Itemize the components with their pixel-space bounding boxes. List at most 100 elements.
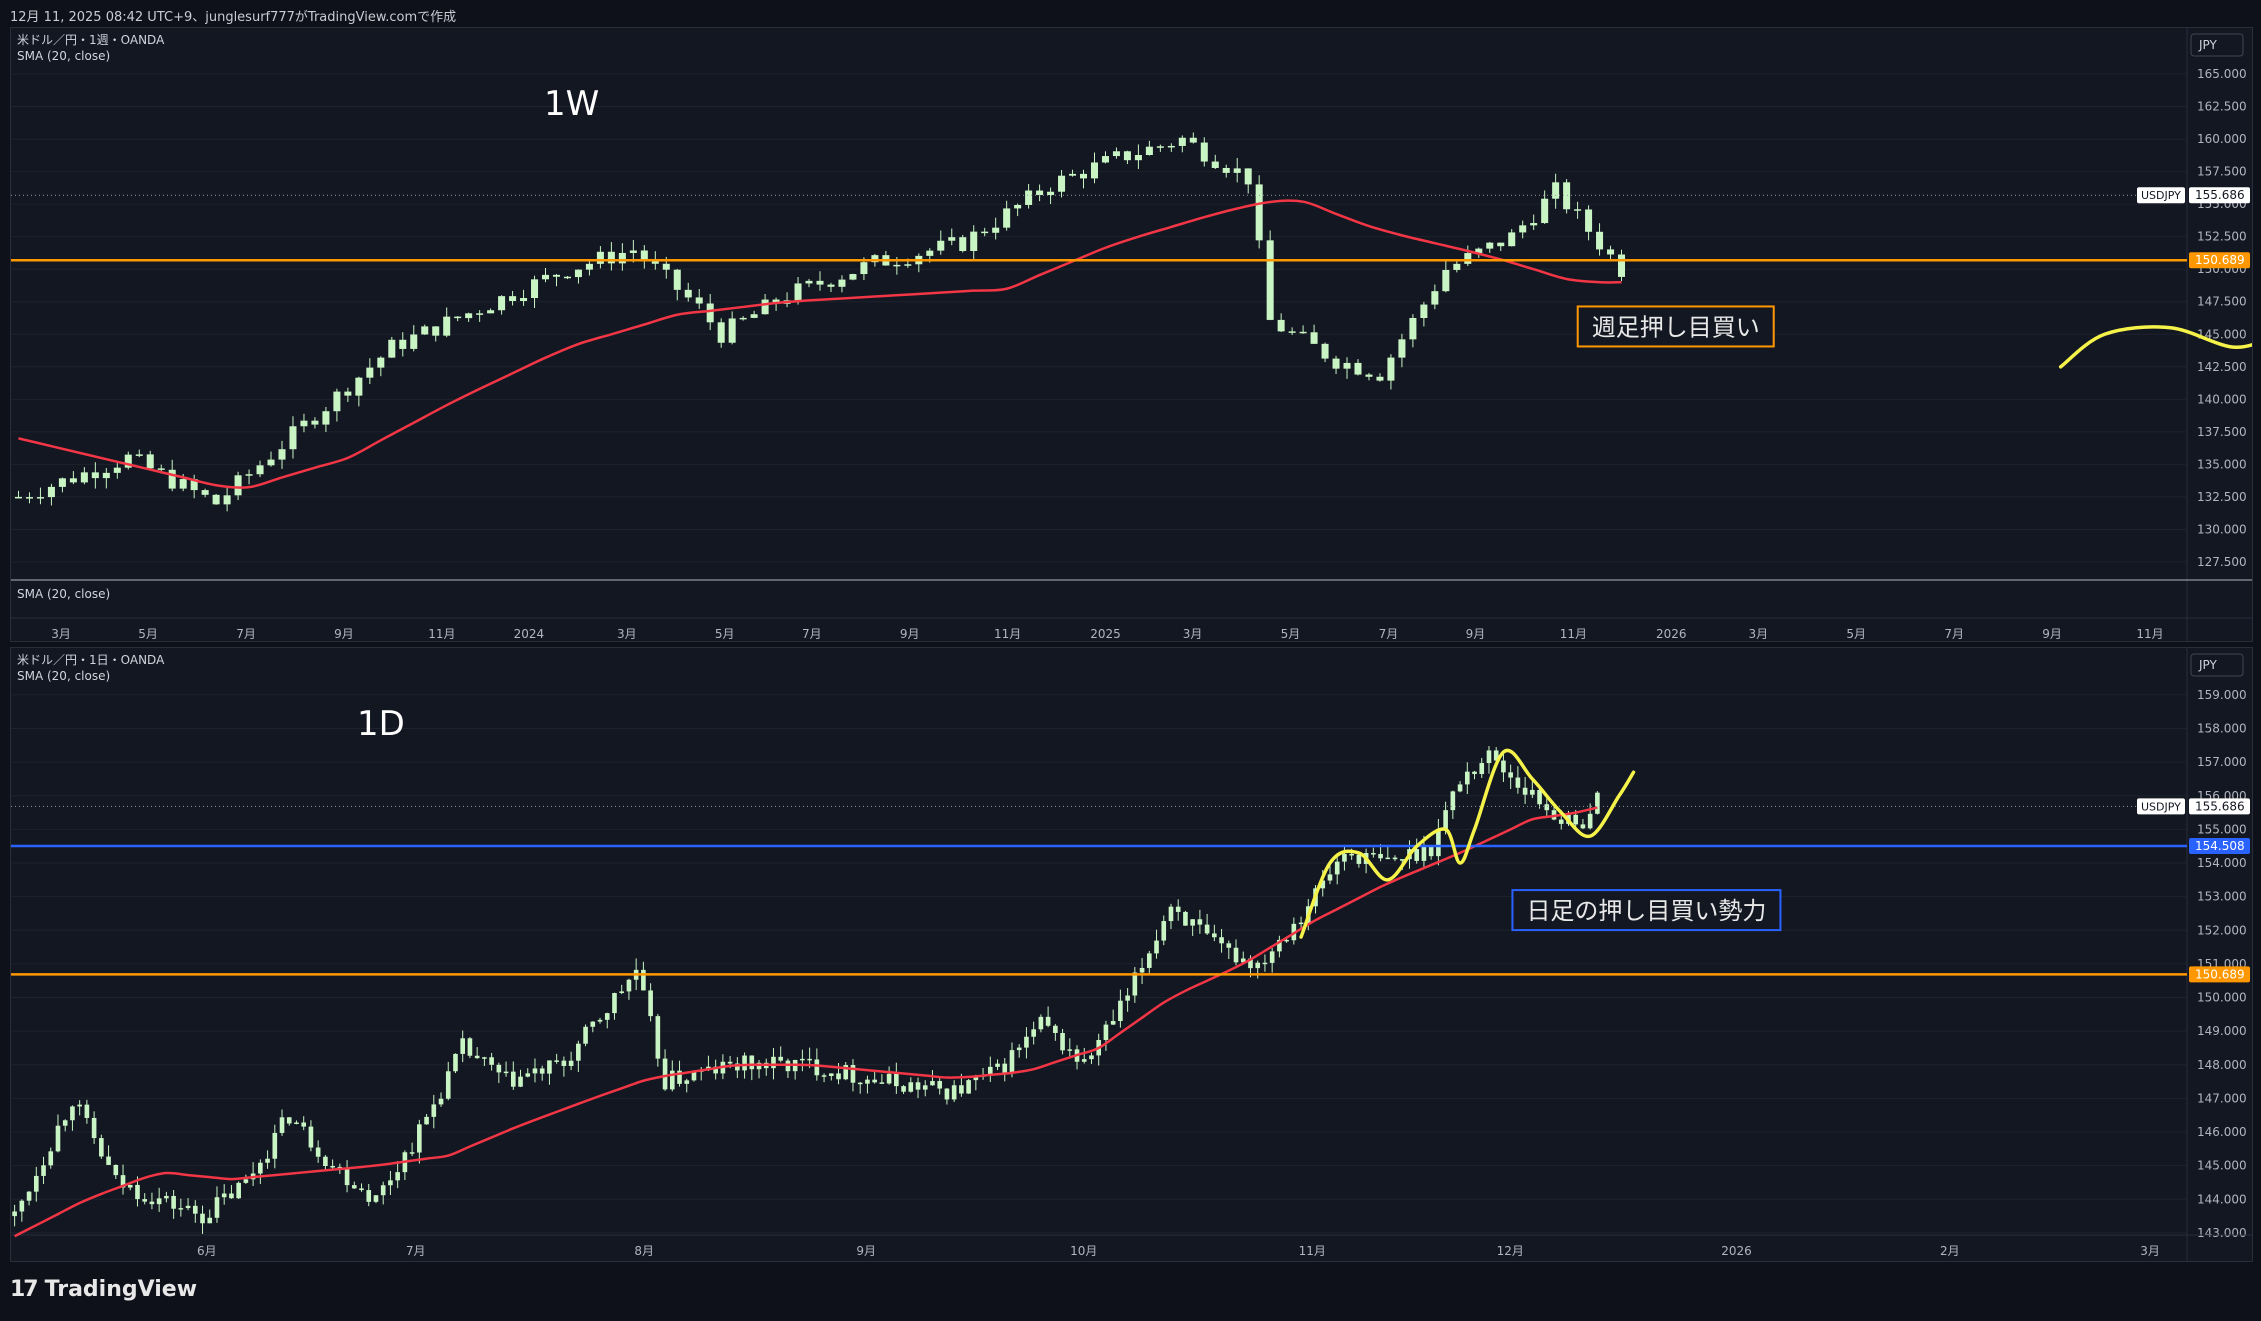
candle-body (417, 1124, 422, 1153)
candle-body (1156, 146, 1164, 148)
candle-body (973, 1076, 979, 1081)
candle-body (520, 298, 528, 301)
candle-body (1003, 208, 1011, 228)
candle-body (214, 1197, 220, 1218)
symbol-legend[interactable]: 米ドル／円・1週・OANDA (17, 33, 165, 47)
x-tick-label: 2026 (1656, 627, 1687, 641)
candle-body (1118, 1000, 1123, 1022)
candle-body (1067, 1049, 1073, 1051)
candle-body (607, 251, 615, 264)
symbol-legend[interactable]: 米ドル／円・1日・OANDA (17, 653, 165, 667)
snapshot-header: 12月 11, 2025 08:42 UTC+9、junglesurf777がT… (0, 0, 2261, 26)
candle-body (294, 1122, 299, 1125)
candle-body (1219, 937, 1224, 944)
candle-body (872, 1079, 877, 1083)
candle-body (359, 1188, 364, 1191)
weekly-chart-pane[interactable]: 165.000 162.500 160.000 157.500 155.000 152.5… (10, 27, 2261, 642)
candle-body (1486, 750, 1492, 764)
x-tick-label: 7月 (406, 1244, 426, 1258)
x-tick-label: 11月 (2136, 627, 2163, 641)
candle-body (388, 1180, 393, 1186)
sub-indicator-legend[interactable]: SMA (20, close) (17, 587, 110, 601)
candle-body (1031, 1029, 1036, 1037)
symbol-badge (2137, 798, 2185, 815)
daily-chart-pane[interactable]: 159.000 158.000 157.000 156.000 155.000 154.0… (10, 647, 2253, 1262)
candle-body (640, 250, 648, 262)
candle-body (146, 454, 154, 469)
candle-body (1365, 374, 1373, 377)
candle-body (201, 490, 209, 495)
candle-body (1541, 198, 1549, 224)
candle-body (380, 1185, 386, 1196)
trend-trace-line[interactable] (2058, 184, 2261, 369)
currency-button[interactable] (2190, 33, 2244, 57)
weekly-chart-svg[interactable]: 165.000162.500160.000157.500155.000152.5… (11, 28, 2261, 641)
candle-body (278, 449, 286, 460)
candle-body (563, 276, 571, 279)
x-tick-label: 9月 (334, 627, 354, 641)
y-tick-label: 154.000 (2197, 856, 2247, 870)
trend-trace-line[interactable] (1299, 748, 1636, 939)
candle-body (1262, 962, 1268, 965)
tradingview-logo[interactable]: 17 TradingView (10, 1277, 197, 1302)
currency-button[interactable] (2190, 653, 2244, 677)
candle-body (1025, 190, 1033, 205)
candle-body (574, 269, 582, 278)
candle-body (1349, 853, 1354, 856)
candle-body (265, 1158, 270, 1163)
candle-body (1464, 253, 1472, 264)
indicator-legend[interactable]: SMA (20, close) (17, 49, 110, 63)
x-tick-label: 5月 (1846, 627, 1866, 641)
candle-body (1475, 248, 1483, 254)
candle-body (1081, 1059, 1087, 1062)
candle-body (1009, 1050, 1015, 1073)
y-tick-label: 143.000 (2197, 1226, 2247, 1240)
candle-body (838, 279, 846, 287)
candle-body (113, 1164, 119, 1176)
y-tick-label: 145.000 (2197, 327, 2247, 341)
candle-body (1354, 362, 1362, 375)
candle-body (1414, 849, 1420, 861)
candle-body (1161, 921, 1167, 941)
indicator-legend[interactable]: SMA (20, close) (17, 669, 110, 683)
candle-body (399, 339, 407, 349)
candle-body (279, 1117, 285, 1133)
candle-body (476, 313, 484, 315)
candle-body (344, 1168, 350, 1186)
candle-body (1244, 168, 1252, 185)
candle-body (619, 991, 625, 994)
daily-chart-svg[interactable]: 159.000158.000157.000156.000155.000154.0… (11, 648, 2252, 1261)
current-price-text: 155.686 (2195, 188, 2245, 202)
current-price-badge (2189, 187, 2250, 204)
candle-body (908, 1082, 914, 1092)
candle-body (554, 1060, 559, 1062)
x-tick-label: 3月 (617, 627, 637, 641)
candle-body (893, 264, 901, 267)
symbol-badge (2137, 187, 2185, 204)
candle-body (509, 296, 517, 301)
candle-body (1047, 191, 1055, 196)
candle-body (267, 459, 275, 466)
candle-body (106, 1156, 111, 1165)
candle-body (1016, 1047, 1022, 1051)
candle-body (959, 237, 967, 252)
candle-body (1519, 225, 1527, 233)
candle-body (1139, 967, 1145, 973)
candle-body (739, 317, 747, 320)
price-label-badge (2189, 966, 2250, 983)
x-tick-label: 3月 (1749, 627, 1769, 641)
annotation-box[interactable] (1576, 305, 1775, 348)
candle-body (1036, 190, 1044, 196)
annotation-box[interactable] (1511, 889, 1782, 932)
candle-body (164, 1195, 169, 1199)
candle-body (1014, 204, 1022, 209)
candle-body (1457, 784, 1463, 792)
price-label-badge (2189, 252, 2250, 269)
candle-body (1060, 1033, 1065, 1051)
candle-body (1212, 933, 1217, 938)
candle-body (821, 1075, 827, 1077)
candle-body (995, 1063, 1000, 1067)
candle-body (673, 269, 681, 290)
candle-body (443, 316, 451, 336)
candle-body (355, 377, 363, 396)
